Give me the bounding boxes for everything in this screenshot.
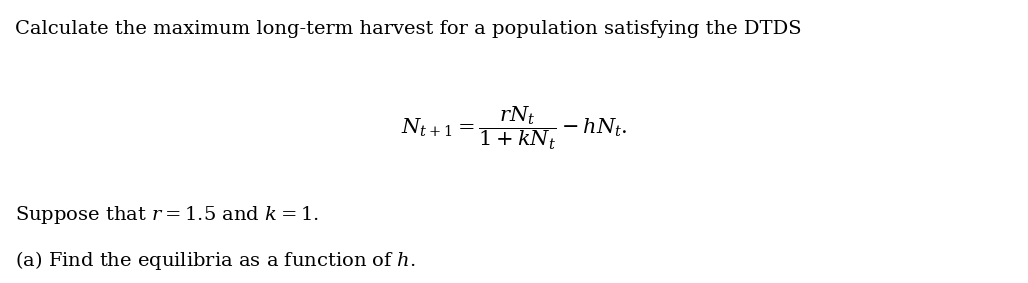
Text: Suppose that $r = 1.5$ and $k = 1.$: Suppose that $r = 1.5$ and $k = 1.$ [15,204,320,226]
Text: (a) Find the equilibria as a function of $h$.: (a) Find the equilibria as a function of… [15,249,416,272]
Text: $N_{t+1} = \dfrac{rN_t}{1 + kN_t} - hN_t.$: $N_{t+1} = \dfrac{rN_t}{1 + kN_t} - hN_t… [401,105,627,152]
Text: Calculate the maximum long-term harvest for a population satisfying the DTDS: Calculate the maximum long-term harvest … [15,20,802,38]
